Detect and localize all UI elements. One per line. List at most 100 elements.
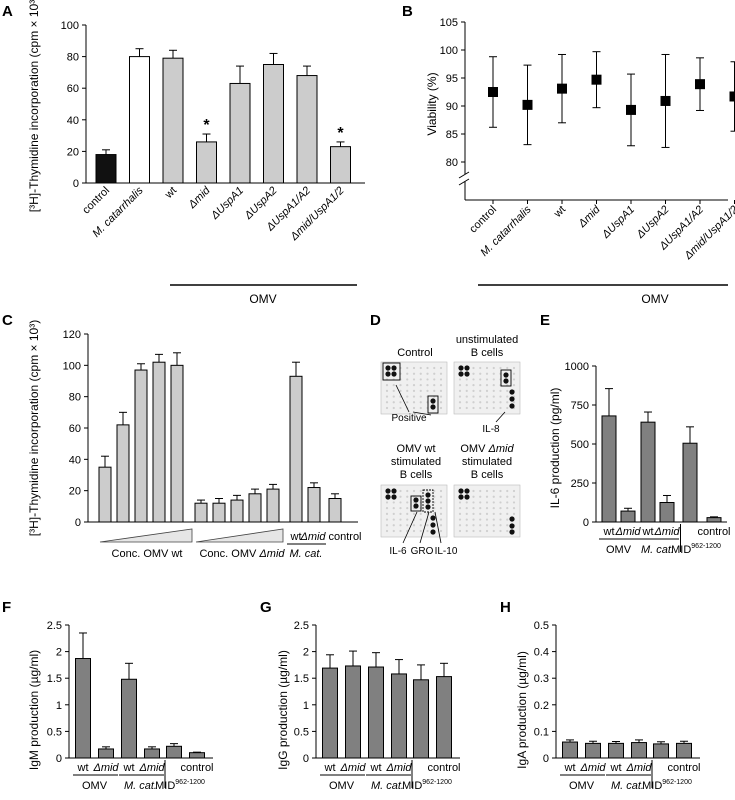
- blot-spot-faint: [492, 395, 495, 398]
- blot-spot-faint: [506, 518, 509, 521]
- blot-spot-faint: [506, 507, 509, 510]
- panel-e-label-mid-text: MID: [671, 544, 691, 556]
- blot-spot-faint: [492, 384, 495, 387]
- blot-spot-faint: [506, 406, 509, 410]
- blot-spot-faint: [419, 529, 422, 533]
- blot-spot-faint: [499, 529, 502, 533]
- blot-spot-faint: [426, 384, 429, 387]
- blot-spot-faint: [399, 518, 402, 521]
- blot-spot-strong: [425, 504, 431, 510]
- panel-a-omv-label: OMV: [249, 292, 276, 306]
- panel-a-ytick-label: 20: [67, 146, 79, 158]
- panel-a-xtick-label: Δmid: [186, 184, 214, 212]
- panel-c-marks: [98, 352, 342, 523]
- blot-highlight-box: [422, 489, 434, 513]
- panel-b-ytick-label: 100: [440, 45, 458, 57]
- panel-e-ytick-label: 1000: [565, 361, 589, 373]
- blot-spot-strong: [430, 529, 436, 535]
- blot-spot-faint: [392, 512, 395, 515]
- callout-positive-line1: [395, 384, 410, 413]
- blot-spot-faint: [412, 406, 416, 410]
- blot-spot-faint: [433, 489, 436, 493]
- blot-spot-faint: [485, 524, 489, 527]
- blot-spot-faint: [406, 524, 409, 527]
- blot-spot-faint: [406, 512, 409, 515]
- blot-spot-faint: [392, 406, 395, 410]
- panel-letter-f: F: [2, 599, 11, 616]
- blot-spot-strong: [509, 403, 515, 409]
- callout-positive: Positive: [391, 413, 426, 424]
- blot-spot-faint: [472, 406, 475, 410]
- blot-spot-faint: [506, 512, 509, 515]
- blot-spot-faint: [439, 512, 443, 515]
- blot-spot-faint: [399, 529, 402, 533]
- blot-omvmid-title-3: B cells: [471, 469, 504, 481]
- blot-spot-faint: [512, 512, 516, 515]
- blot-spot-faint: [426, 389, 429, 392]
- blot-omvwt-title-3: B cells: [400, 469, 433, 481]
- blot-spot-faint: [392, 384, 395, 387]
- panel-c-wedge-dmid: [195, 528, 284, 543]
- panel-h-ytick-label: 0.3: [534, 673, 549, 685]
- blot-spot-faint: [472, 518, 475, 521]
- blot-spot-strong: [391, 494, 397, 500]
- blot-spot-faint: [399, 384, 402, 387]
- blot-spot-faint: [492, 366, 495, 370]
- panel-g-label-omv-dmid: Δmid: [339, 762, 366, 774]
- blot-spot-faint: [465, 501, 468, 504]
- blot-spot-faint: [506, 366, 509, 370]
- blot-unstim-title-2: B cells: [471, 347, 504, 359]
- panel-h-ytick-label: 0.5: [534, 620, 549, 632]
- callout-il8-line: [495, 411, 506, 423]
- panel-e-bar: [706, 517, 722, 523]
- panel-b-point: [660, 95, 671, 106]
- blot-omv-wt: [380, 484, 448, 538]
- panel-letter-d: D: [370, 312, 381, 329]
- panel-b-ytick-label: 85: [446, 129, 458, 141]
- blot-omvwt-title-2: stimulated: [391, 456, 441, 468]
- panel-g-ytick-label: 0: [303, 753, 309, 765]
- blot-membrane: [453, 361, 521, 415]
- blot-spot-strong: [503, 372, 509, 378]
- blot-spot-faint: [419, 489, 422, 493]
- blot-spot-faint: [412, 489, 416, 493]
- blot-spot-faint: [433, 507, 436, 510]
- blot-spot-faint: [465, 507, 468, 510]
- blot-spot-faint: [406, 378, 409, 381]
- panel-b-point: [488, 87, 498, 97]
- panel-e-ytick-label: 0: [583, 517, 589, 529]
- panel-b-axes: 80 85 90 95 100 105: [440, 17, 728, 201]
- panel-b-omv-label: OMV: [641, 292, 668, 306]
- blot-membrane: [380, 361, 448, 415]
- blot-omvmid-title-1: OMV Δmid: [460, 443, 514, 455]
- panel-letter-c: C: [2, 312, 13, 329]
- panel-g-bar: [322, 667, 338, 759]
- panel-c-ytick-label: 80: [69, 392, 81, 404]
- blot-spot-faint: [385, 501, 389, 504]
- blot-spot-faint: [472, 489, 475, 493]
- blot-spot-faint: [485, 489, 489, 493]
- blot-spot-faint: [479, 507, 482, 510]
- blot-spot-faint: [492, 495, 495, 498]
- panel-f-label-mcat-dmid: Δmid: [138, 762, 165, 774]
- panel-h-ytick-label: 0.4: [534, 647, 549, 659]
- blot-spot-faint: [472, 372, 475, 375]
- panel-h-label-control: control: [667, 762, 700, 774]
- panel-e-label-mcat: M. cat.: [641, 544, 674, 556]
- panel-c-bar: [248, 493, 262, 523]
- blot-spot-faint: [465, 512, 468, 515]
- blot-spot-faint: [492, 378, 495, 381]
- panel-g-bar: [391, 673, 407, 759]
- panel-c-bar: [116, 424, 130, 523]
- panel-letter-h: H: [500, 599, 511, 616]
- blot-spot-faint: [439, 366, 443, 370]
- panel-a-ytick-label: 100: [61, 20, 79, 32]
- panel-b-xtick-label: Δmid: [576, 203, 604, 231]
- blot-spot-faint: [419, 512, 422, 515]
- blot-spot-faint: [419, 518, 422, 521]
- callout-gro: GRO: [411, 546, 434, 557]
- blot-spot-faint: [458, 384, 462, 387]
- blot-spot-faint: [479, 366, 482, 370]
- panel-c-chart: [³H]-Thymidine incorporation (cpm × 10³)…: [27, 320, 362, 560]
